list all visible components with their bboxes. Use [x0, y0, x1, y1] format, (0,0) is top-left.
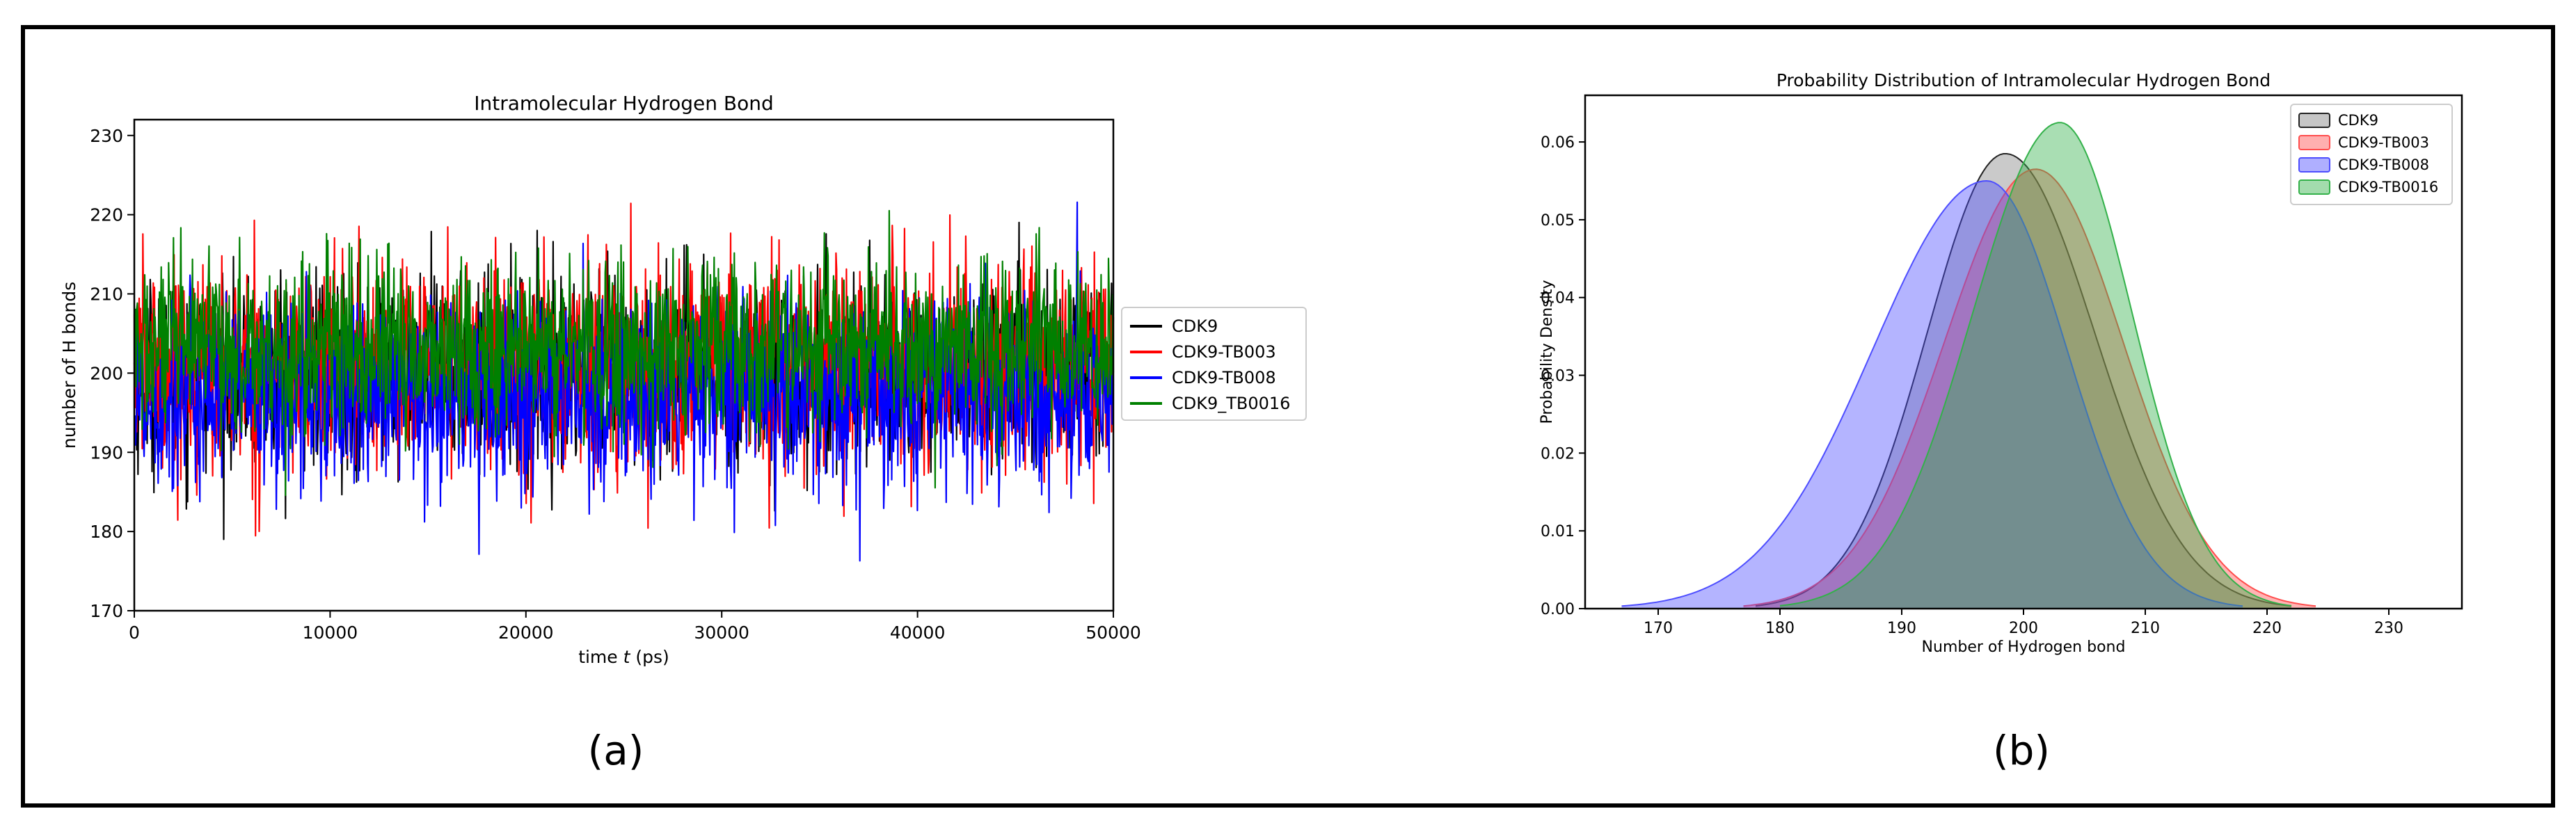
- x-tick-label: 200: [2009, 620, 2038, 637]
- y-tick-label: 170: [90, 601, 123, 621]
- panel-label-a: (a): [587, 727, 644, 774]
- legend-label: CDK9-TB0016: [2338, 179, 2438, 195]
- x-tick-label: 50000: [1086, 623, 1141, 643]
- legend-swatch: [2298, 135, 2330, 150]
- legend-box: [2290, 104, 2453, 205]
- x-axis-label-prefix: time: [578, 647, 623, 667]
- y-tick-label: 0.05: [1541, 212, 1575, 230]
- legend-label: CDK9: [1172, 316, 1218, 336]
- y-tick-label: 220: [90, 205, 123, 225]
- y-tick-label: 190: [90, 442, 123, 463]
- legend-box: [1121, 307, 1307, 421]
- y-tick-label: 0.06: [1541, 134, 1575, 152]
- x-axis-label-suffix: (ps): [630, 647, 669, 667]
- density-line-cdk9-tb0016: [1779, 122, 2292, 607]
- y-tick-label: 0.00: [1541, 601, 1575, 618]
- legend-label: CDK9_TB0016: [1172, 394, 1290, 413]
- y-tick-label: 230: [90, 126, 123, 146]
- y-tick-label: 210: [90, 284, 123, 305]
- x-tick-label: 10000: [303, 623, 358, 643]
- x-tick-label: 230: [2374, 620, 2403, 637]
- y-tick-label: 0.01: [1541, 523, 1575, 540]
- x-tick-label: 220: [2252, 620, 2282, 637]
- density-area-cdk9-tb0016: [1780, 122, 2291, 609]
- legend-label: CDK9-TB008: [2338, 157, 2429, 173]
- density-area-cdk9-tb008: [1621, 181, 2243, 609]
- series-line-cdk9_tb0016: [134, 209, 1115, 497]
- density-line-cdk9-tb003: [1743, 168, 2316, 607]
- density-area-cdk9-tb003: [1743, 169, 2316, 609]
- y-tick-label: 0.02: [1541, 445, 1575, 463]
- x-tick-label: 190: [1887, 620, 1916, 637]
- y-tick-label: 0.04: [1541, 290, 1575, 307]
- legend-label: CDK9-TB003: [2338, 134, 2429, 151]
- legend-label: CDK9-TB008: [1172, 368, 1276, 387]
- density-area-cdk9: [1756, 154, 2291, 609]
- legend-label: CDK9-TB003: [1172, 342, 1276, 362]
- chart-title: Intramolecular Hydrogen Bond: [474, 92, 774, 115]
- legend-label: CDK9: [2338, 112, 2378, 129]
- x-tick-label: 170: [1644, 620, 1673, 637]
- x-axis-label: Number of Hydrogen bond: [1922, 639, 2126, 656]
- x-tick-label: 30000: [694, 623, 749, 643]
- y-tick-label: 0.03: [1541, 368, 1575, 385]
- x-tick-label: 0: [129, 623, 140, 643]
- x-axis-label: time t (ps): [578, 647, 669, 667]
- chart-title: Probability Distribution of Intramolecul…: [1776, 70, 2271, 90]
- panel-label-b: (b): [1992, 727, 2051, 774]
- x-tick-label: 210: [2131, 620, 2160, 637]
- axes-frame: [133, 118, 1115, 612]
- y-tick-label: 200: [90, 363, 123, 383]
- legend-swatch: [2298, 157, 2330, 173]
- y-axis-label: Probability Density: [1539, 280, 1556, 424]
- legend-swatch: [2298, 179, 2330, 195]
- density-line-cdk9-tb008: [1621, 179, 2243, 607]
- y-tick-label: 180: [90, 522, 123, 542]
- x-axis-label-var: t: [623, 647, 631, 667]
- x-tick-label: 180: [1765, 620, 1795, 637]
- x-tick-label: 20000: [498, 623, 554, 643]
- legend-swatch: [2298, 113, 2330, 128]
- y-axis-label: number of H bonds: [59, 282, 79, 449]
- x-tick-label: 40000: [890, 623, 946, 643]
